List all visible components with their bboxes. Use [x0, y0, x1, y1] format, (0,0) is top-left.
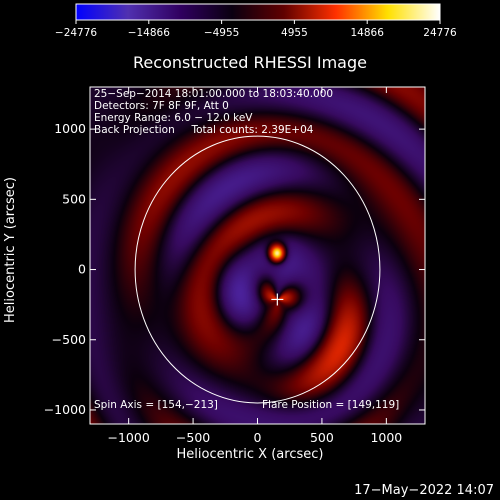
colorbar-tick-label: 24776	[423, 27, 457, 39]
colorbar-tick-label: −4955	[204, 27, 240, 39]
y-tick-label: 0	[78, 262, 86, 277]
y-tick-label: 500	[62, 191, 86, 206]
solar-disk-outline	[134, 135, 381, 404]
x-tick-label: 0	[254, 430, 262, 445]
timestamp: 17−May−2022 14:07	[354, 483, 494, 498]
x-axis-label: Heliocentric X (arcsec)	[177, 447, 324, 462]
spin-axis-label: Spin Axis = [154,−213]	[94, 399, 218, 411]
y-tick-label: 1000	[54, 121, 86, 136]
chart-title: Reconstructed RHESSI Image	[133, 53, 367, 72]
annotation-energy-range: Energy Range: 6.0 − 12.0 keV	[94, 112, 253, 124]
colorbar-tick-label: 4955	[281, 27, 308, 39]
y-tick-label: −1000	[44, 402, 86, 417]
x-tick-label: 1000	[370, 430, 402, 445]
annotation-method-counts: Back Projection Total counts: 2.39E+04	[94, 124, 314, 136]
heatmap-image	[90, 87, 425, 424]
y-axis-label: Heliocentric Y (arcsec)	[3, 177, 18, 323]
colorbar-tick-label: −14866	[128, 27, 171, 39]
colorbar	[75, 3, 441, 21]
colorbar-tick-label: 14866	[350, 27, 384, 39]
annotation-time-range: 25−Sep−2014 18:01:00.000 to 18:03:40.000	[94, 88, 333, 100]
flare-position-label: Flare Position = [149,119]	[262, 399, 399, 411]
colorbar-ticks: −24776 −14866 −4955 4955 14866 24776	[55, 20, 457, 39]
spin-axis-marker	[271, 293, 284, 306]
annotation-detectors: Detectors: 7F 8F 9F, Att 0	[94, 100, 229, 112]
colorbar-tick-label: −24776	[55, 27, 98, 39]
axis-ticks: −1000 −500 0 500 1000 −1000 −500 0 500 1000	[44, 87, 425, 445]
x-tick-label: −500	[176, 430, 210, 445]
y-tick-label: −500	[52, 332, 86, 347]
x-tick-label: 500	[310, 430, 334, 445]
x-tick-label: −1000	[108, 430, 150, 445]
